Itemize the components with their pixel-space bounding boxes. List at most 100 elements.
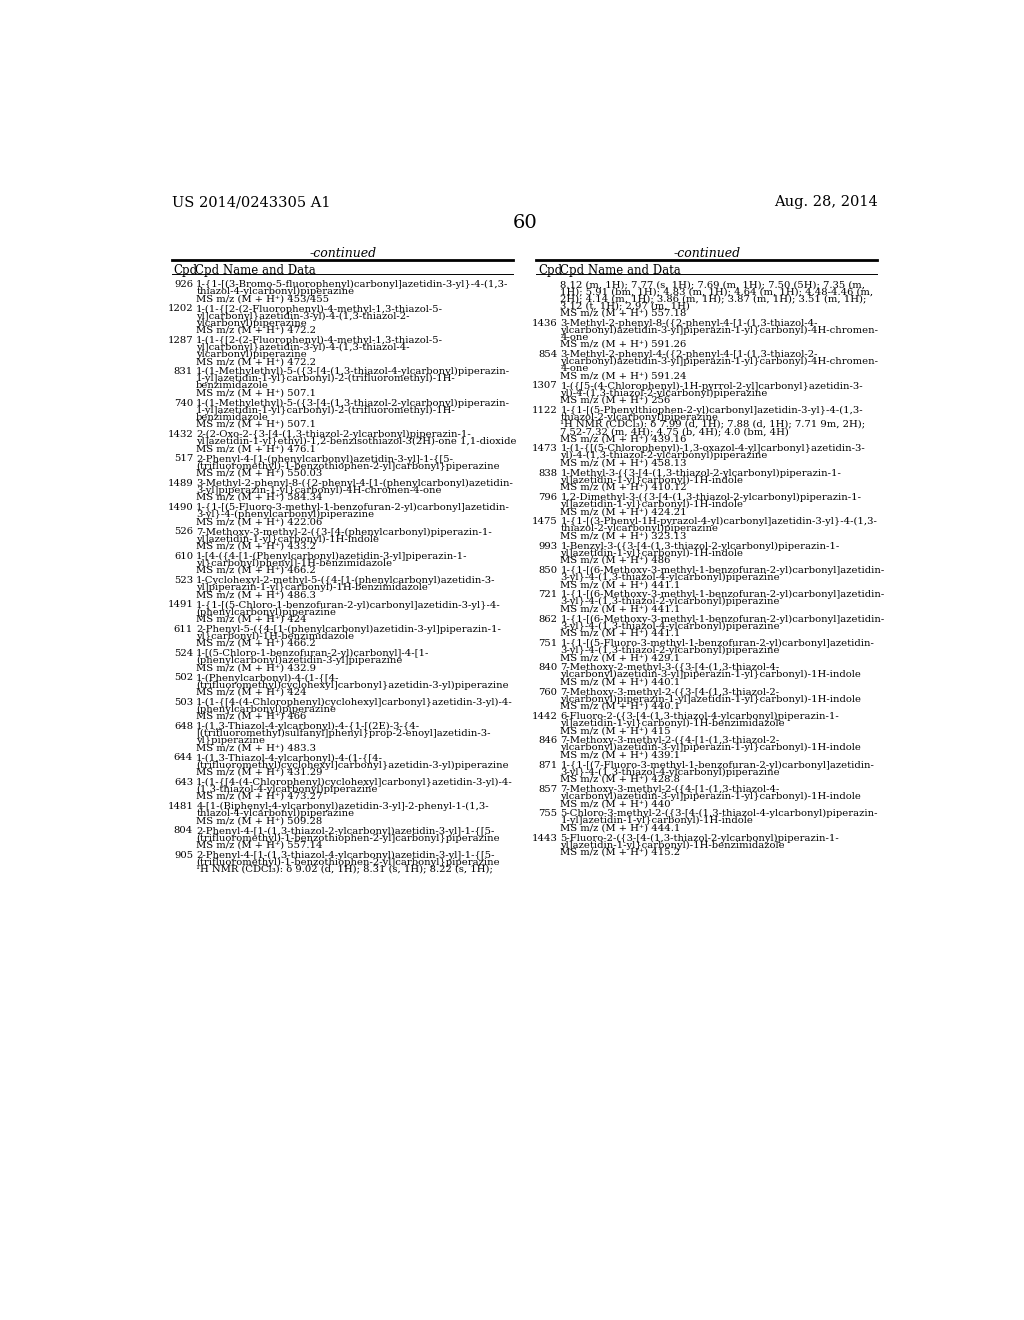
Text: MS m/z (M + H⁺) 432.9: MS m/z (M + H⁺) 432.9 bbox=[197, 663, 316, 672]
Text: 804: 804 bbox=[174, 826, 194, 836]
Text: MS m/z (M + H⁺) 507.1: MS m/z (M + H⁺) 507.1 bbox=[197, 388, 316, 397]
Text: MS m/z (M + H⁺) 424: MS m/z (M + H⁺) 424 bbox=[197, 688, 307, 697]
Text: 523: 523 bbox=[174, 576, 194, 585]
Text: 1-(1-{[(5-Chlorophenyl)-1,3-oxazol-4-yl]carbonyl}azetidin-3-: 1-(1-{[(5-Chlorophenyl)-1,3-oxazol-4-yl]… bbox=[560, 445, 865, 453]
Text: 7-Methoxy-3-methyl-2-({3-[4-(1,3-thiazol-2-: 7-Methoxy-3-methyl-2-({3-[4-(1,3-thiazol… bbox=[560, 688, 779, 697]
Text: Cpd Name and Data: Cpd Name and Data bbox=[196, 264, 316, 277]
Text: yl]azetidin-1-yl}carbonyl)-1H-benzimidazole: yl]azetidin-1-yl}carbonyl)-1H-benzimidaz… bbox=[560, 719, 785, 729]
Text: yl]azetidin-1-yl}carbonyl)-1H-indole: yl]azetidin-1-yl}carbonyl)-1H-indole bbox=[560, 500, 743, 510]
Text: 1-yl]azetidin-1-yl}carbonyl)-2-(trifluoromethyl)-1H-: 1-yl]azetidin-1-yl}carbonyl)-2-(trifluor… bbox=[197, 375, 456, 383]
Text: 1490: 1490 bbox=[167, 503, 194, 512]
Text: 3-yl}-4-(1,3-thiazol-2-ylcarbonyl)piperazine: 3-yl}-4-(1,3-thiazol-2-ylcarbonyl)pipera… bbox=[560, 598, 780, 606]
Text: MS m/z (M + H⁺) 433.2: MS m/z (M + H⁺) 433.2 bbox=[197, 541, 316, 550]
Text: 796: 796 bbox=[539, 492, 557, 502]
Text: (1,3-thiazol-4-ylcarbonyl)piperazine: (1,3-thiazol-4-ylcarbonyl)piperazine bbox=[197, 785, 378, 795]
Text: 3-Methyl-2-phenyl-4-({2-phenyl-4-[1-(1,3-thiazol-2-: 3-Methyl-2-phenyl-4-({2-phenyl-4-[1-(1,3… bbox=[560, 350, 818, 359]
Text: 751: 751 bbox=[538, 639, 557, 648]
Text: Cpd: Cpd bbox=[174, 264, 198, 277]
Text: MS m/z (M + H⁺) 431.29: MS m/z (M + H⁺) 431.29 bbox=[197, 768, 323, 776]
Text: 1-(1-Methylethyl)-5-({3-[4-(1,3-thiazol-2-ylcarbonyl)piperazin-: 1-(1-Methylethyl)-5-({3-[4-(1,3-thiazol-… bbox=[197, 399, 510, 408]
Text: yl]azetidin-1-yl}carbonyl)-1H-indole: yl]azetidin-1-yl}carbonyl)-1H-indole bbox=[560, 549, 743, 558]
Text: 2-(2-Oxo-2-{3-[4-(1,3-thiazol-2-ylcarbonyl)piperazin-1-: 2-(2-Oxo-2-{3-[4-(1,3-thiazol-2-ylcarbon… bbox=[197, 430, 471, 440]
Text: MS m/z (M + H⁺) 323.13: MS m/z (M + H⁺) 323.13 bbox=[560, 532, 687, 540]
Text: 760: 760 bbox=[539, 688, 557, 697]
Text: 2-Phenyl-4-[1-(1,3-thiazol-2-ylcarbonyl)azetidin-3-yl]-1-{[5-: 2-Phenyl-4-[1-(1,3-thiazol-2-ylcarbonyl)… bbox=[197, 826, 495, 836]
Text: 1475: 1475 bbox=[531, 517, 557, 527]
Text: 1-{1-[(5-Fluoro-3-methyl-1-benzofuran-2-yl)carbonyl]azetidin-: 1-{1-[(5-Fluoro-3-methyl-1-benzofuran-2-… bbox=[197, 503, 510, 512]
Text: MS m/z (M + H⁺) 507.1: MS m/z (M + H⁺) 507.1 bbox=[197, 420, 316, 429]
Text: ylcarbonyl)piperazine: ylcarbonyl)piperazine bbox=[197, 350, 307, 359]
Text: 4-one: 4-one bbox=[560, 333, 589, 342]
Text: 1432: 1432 bbox=[167, 430, 194, 440]
Text: 1,2-Dimethyl-3-({3-[4-(1,3-thiazol-2-ylcarbonyl)piperazin-1-: 1,2-Dimethyl-3-({3-[4-(1,3-thiazol-2-ylc… bbox=[560, 492, 861, 502]
Text: MS m/z (M + H⁺) 466: MS m/z (M + H⁺) 466 bbox=[197, 711, 306, 721]
Text: MS m/z (M + H⁺) 410.12: MS m/z (M + H⁺) 410.12 bbox=[560, 483, 687, 492]
Text: 1307: 1307 bbox=[531, 381, 557, 391]
Text: 3-Methyl-2-phenyl-8-({2-phenyl-4-[1-(1,3-thiazol-4-: 3-Methyl-2-phenyl-8-({2-phenyl-4-[1-(1,3… bbox=[560, 318, 818, 327]
Text: 4-[1-(Biphenyl-4-ylcarbonyl)azetidin-3-yl]-2-phenyl-1-(1,3-: 4-[1-(Biphenyl-4-ylcarbonyl)azetidin-3-y… bbox=[197, 803, 488, 812]
Text: 1H); 5.91 (bm, 1H); 4.83 (m, 1H); 4.64 (m, 1H); 4.48-4.46 (m,: 1H); 5.91 (bm, 1H); 4.83 (m, 1H); 4.64 (… bbox=[560, 288, 873, 296]
Text: (trifluoromethyl)-1-benzothiophen-2-yl]carbonyl}piperazine: (trifluoromethyl)-1-benzothiophen-2-yl]c… bbox=[197, 833, 500, 842]
Text: MS m/z (M + H⁺) 458.13: MS m/z (M + H⁺) 458.13 bbox=[560, 458, 687, 467]
Text: 3.12 (t, 1H); 2.97 (m, 1H): 3.12 (t, 1H); 2.97 (m, 1H) bbox=[560, 301, 690, 310]
Text: MS m/z (M + H⁺) 440.1: MS m/z (M + H⁺) 440.1 bbox=[560, 702, 681, 710]
Text: 502: 502 bbox=[174, 673, 194, 682]
Text: MS m/z (M + H⁺) 429.1: MS m/z (M + H⁺) 429.1 bbox=[560, 653, 681, 663]
Text: ylcarbonyl)piperazine: ylcarbonyl)piperazine bbox=[197, 318, 307, 327]
Text: (trifluoromethyl)-1-benzothiophen-2-yl]carbonyl}piperazine: (trifluoromethyl)-1-benzothiophen-2-yl]c… bbox=[197, 462, 500, 471]
Text: -continued: -continued bbox=[674, 247, 740, 260]
Text: 1489: 1489 bbox=[167, 479, 194, 487]
Text: 1-[4-({4-[1-(Phenylcarbonyl)azetidin-3-yl]piperazin-1-: 1-[4-({4-[1-(Phenylcarbonyl)azetidin-3-y… bbox=[197, 552, 468, 561]
Text: 6-Fluoro-2-({3-[4-(1,3-thiazol-4-ylcarbonyl)piperazin-1-: 6-Fluoro-2-({3-[4-(1,3-thiazol-4-ylcarbo… bbox=[560, 711, 840, 721]
Text: MS m/z (M + H⁺) 444.1: MS m/z (M + H⁺) 444.1 bbox=[560, 824, 681, 833]
Text: (phenylcarbonyl)piperazine: (phenylcarbonyl)piperazine bbox=[197, 705, 336, 714]
Text: 3-yl}-4-(1,3-thiazol-4-ylcarbonyl)piperazine: 3-yl}-4-(1,3-thiazol-4-ylcarbonyl)pipera… bbox=[560, 622, 780, 631]
Text: 3-yl}-4-(1,3-thiazol-2-ylcarbonyl)piperazine: 3-yl}-4-(1,3-thiazol-2-ylcarbonyl)pipera… bbox=[560, 645, 780, 655]
Text: MS m/z (M + H⁺) 473.27: MS m/z (M + H⁺) 473.27 bbox=[197, 792, 323, 801]
Text: 643: 643 bbox=[174, 777, 194, 787]
Text: MS m/z (M + H⁺) 422.06: MS m/z (M + H⁺) 422.06 bbox=[197, 517, 323, 527]
Text: benzimidazole: benzimidazole bbox=[197, 413, 269, 422]
Text: yl]carbonyl}azetidin-3-yl)-4-(1,3-thiazol-4-: yl]carbonyl}azetidin-3-yl)-4-(1,3-thiazo… bbox=[197, 343, 410, 352]
Text: US 2014/0243305 A1: US 2014/0243305 A1 bbox=[172, 195, 331, 210]
Text: 926: 926 bbox=[174, 280, 194, 289]
Text: yl]azetidin-1-yl}ethyl)-1,2-benzisothiazol-3(2H)-one 1,1-dioxide: yl]azetidin-1-yl}ethyl)-1,2-benzisothiaz… bbox=[197, 437, 517, 446]
Text: 1-{1-[(3-Bromo-5-fluorophenyl)carbonyl]azetidin-3-yl}-4-(1,3-: 1-{1-[(3-Bromo-5-fluorophenyl)carbonyl]a… bbox=[197, 280, 509, 289]
Text: 2H); 4.14 (m, 1H); 3.86 (m, 1H); 3.87 (m, 1H); 3.51 (m, 1H);: 2H); 4.14 (m, 1H); 3.86 (m, 1H); 3.87 (m… bbox=[560, 294, 867, 304]
Text: MS m/z (M + H⁺) 415: MS m/z (M + H⁺) 415 bbox=[560, 726, 671, 735]
Text: 1443: 1443 bbox=[531, 833, 557, 842]
Text: (trifluoromethyl)cyclohexyl]carbonyl}azetidin-3-yl)piperazine: (trifluoromethyl)cyclohexyl]carbonyl}aze… bbox=[197, 760, 509, 770]
Text: 1-Benzyl-3-({3-[4-(1,3-thiazol-2-ylcarbonyl)piperazin-1-: 1-Benzyl-3-({3-[4-(1,3-thiazol-2-ylcarbo… bbox=[560, 541, 840, 550]
Text: yl}carbonyl)phenyl]-1H-benzimidazole: yl}carbonyl)phenyl]-1H-benzimidazole bbox=[197, 558, 392, 568]
Text: 1491: 1491 bbox=[167, 601, 194, 610]
Text: ylcarbonyl)piperazin-1-yl]azetidin-1-yl}carbonyl)-1H-indole: ylcarbonyl)piperazin-1-yl]azetidin-1-yl}… bbox=[560, 694, 861, 704]
Text: 1436: 1436 bbox=[531, 318, 557, 327]
Text: 1-{1-[(6-Methoxy-3-methyl-1-benzofuran-2-yl)carbonyl]azetidin-: 1-{1-[(6-Methoxy-3-methyl-1-benzofuran-2… bbox=[560, 590, 885, 599]
Text: MS m/z (M + H⁺) 509.28: MS m/z (M + H⁺) 509.28 bbox=[197, 816, 323, 825]
Text: -continued: -continued bbox=[309, 247, 376, 260]
Text: 644: 644 bbox=[174, 754, 194, 763]
Text: MS m/z (M + H⁺) 584.34: MS m/z (M + H⁺) 584.34 bbox=[197, 492, 323, 502]
Text: 526: 526 bbox=[174, 528, 194, 536]
Text: 1481: 1481 bbox=[167, 803, 194, 810]
Text: 1-yl]azetidin-1-yl}carbonyl)-2-(trifluoromethyl)-1H-: 1-yl]azetidin-1-yl}carbonyl)-2-(trifluor… bbox=[197, 405, 456, 414]
Text: 1-{1-[(5-Fluoro-3-methyl-1-benzofuran-2-yl)carbonyl]azetidin-: 1-{1-[(5-Fluoro-3-methyl-1-benzofuran-2-… bbox=[560, 639, 874, 648]
Text: 1287: 1287 bbox=[168, 335, 194, 345]
Text: 1-(1-{[4-(4-Chlorophenyl)cyclohexyl]carbonyl}azetidin-3-yl)-4-: 1-(1-{[4-(4-Chlorophenyl)cyclohexyl]carb… bbox=[197, 777, 513, 787]
Text: 3-yl}-4-(1,3-thiazol-4-ylcarbonyl)piperazine: 3-yl}-4-(1,3-thiazol-4-ylcarbonyl)pipera… bbox=[560, 768, 780, 776]
Text: [(trifluoromethyl)sulfanyl]phenyl}prop-2-enoyl]azetidin-3-: [(trifluoromethyl)sulfanyl]phenyl}prop-2… bbox=[197, 729, 490, 738]
Text: 3-yl]piperazin-1-yl}carbonyl)-4H-chromen-4-one: 3-yl]piperazin-1-yl}carbonyl)-4H-chromen… bbox=[197, 486, 441, 495]
Text: 740: 740 bbox=[174, 399, 194, 408]
Text: 648: 648 bbox=[174, 722, 194, 731]
Text: thiazol-2-ylcarbonyl)piperazine: thiazol-2-ylcarbonyl)piperazine bbox=[560, 413, 719, 422]
Text: MS m/z (M + H⁺) 424: MS m/z (M + H⁺) 424 bbox=[197, 615, 307, 623]
Text: 7-Methoxy-3-methyl-2-({4-[1-(1,3-thiazol-4-: 7-Methoxy-3-methyl-2-({4-[1-(1,3-thiazol… bbox=[560, 785, 780, 795]
Text: 5-Chloro-3-methyl-2-({3-[4-(1,3-thiazol-4-ylcarbonyl)piperazin-: 5-Chloro-3-methyl-2-({3-[4-(1,3-thiazol-… bbox=[560, 809, 878, 818]
Text: ¹H NMR (CDCl₃): δ 7.99 (d, 1H); 7.88 (d, 1H); 7.71 9m, 2H);: ¹H NMR (CDCl₃): δ 7.99 (d, 1H); 7.88 (d,… bbox=[560, 420, 865, 429]
Text: Cpd: Cpd bbox=[538, 264, 562, 277]
Text: 524: 524 bbox=[174, 649, 194, 659]
Text: 3-yl}-4-(phenylcarbonyl)piperazine: 3-yl}-4-(phenylcarbonyl)piperazine bbox=[197, 510, 375, 519]
Text: MS m/z (M + H⁺) 440: MS m/z (M + H⁺) 440 bbox=[560, 799, 671, 808]
Text: 7-Methoxy-3-methyl-2-({3-[4-(phenylcarbonyl)piperazin-1-: 7-Methoxy-3-methyl-2-({3-[4-(phenylcarbo… bbox=[197, 528, 492, 536]
Text: MS m/z (M + H⁺) 591.24: MS m/z (M + H⁺) 591.24 bbox=[560, 371, 687, 380]
